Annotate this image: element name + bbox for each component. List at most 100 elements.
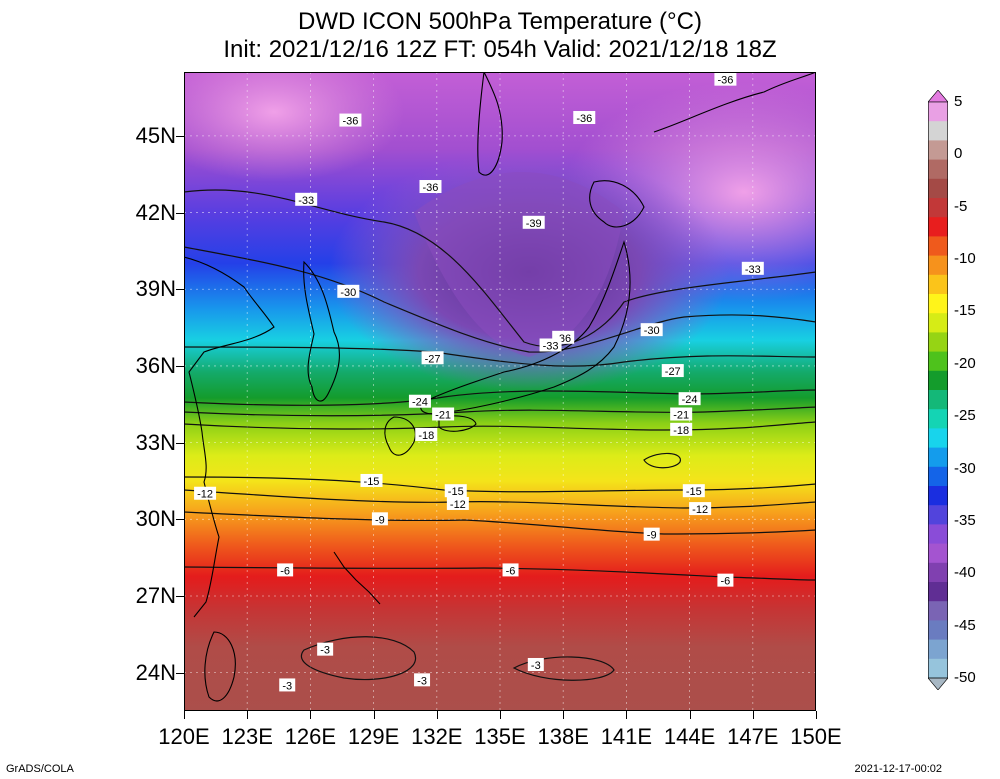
colorbar-swatch — [928, 658, 948, 679]
colorbar-swatch — [928, 562, 948, 583]
colorbar-tick-label: 5 — [954, 93, 963, 110]
contour-label: -27 — [661, 364, 684, 378]
contour-label-text: -24 — [682, 394, 698, 406]
kuril-islands — [653, 72, 816, 133]
contour-label-box — [277, 563, 294, 577]
contour-label-box — [643, 527, 660, 541]
contour-label-text: -36 — [576, 113, 592, 125]
lat-tick — [176, 672, 184, 674]
lon-tick-label: 138E — [537, 724, 589, 749]
colorbar-tick-label: -40 — [954, 564, 976, 582]
footer-credit: GrADS/COLA — [6, 763, 74, 775]
isotherm-minus-6 — [184, 566, 816, 581]
contour-label-box — [279, 678, 296, 692]
contour-label-text: -36 — [423, 182, 439, 194]
contour-label-box — [522, 215, 545, 229]
map-title: DWD ICON 500hPa Temperature (°C) — [298, 8, 702, 35]
contour-label: -12 — [689, 502, 712, 516]
contour-label: -6 — [502, 563, 519, 577]
cold-trough — [414, 172, 624, 357]
contour-label-box — [371, 512, 388, 526]
lat-tick — [176, 365, 184, 367]
hokkaido — [589, 180, 645, 228]
isotherm-minus-3-patch-a — [300, 636, 417, 681]
contour-label-box — [337, 284, 360, 298]
sakhalin — [477, 72, 503, 176]
colorbar-swatch — [928, 620, 948, 641]
contour-label-box — [419, 180, 442, 194]
contour-label-text: -21 — [673, 410, 689, 422]
contour-label: -6 — [277, 563, 294, 577]
colorbar-swatch — [928, 543, 948, 564]
lon-tick — [310, 711, 312, 719]
lat-tick — [176, 135, 184, 137]
contour-label-box — [682, 484, 705, 498]
contour-label-box — [194, 486, 217, 500]
lon-tick — [563, 711, 565, 719]
contour-label: -12 — [446, 496, 469, 511]
contour-label: -9 — [371, 512, 388, 526]
contour-label-box — [317, 642, 334, 656]
contour-label-box — [415, 427, 438, 441]
colorbar-swatch — [928, 140, 948, 161]
contour-label-box — [714, 72, 737, 86]
contour-label: -36 — [339, 113, 362, 128]
contour-label-box — [339, 113, 362, 127]
contour-label-box — [661, 364, 684, 378]
colorbar-tick-label: -10 — [954, 250, 976, 268]
lon-tick — [500, 711, 501, 719]
contour-label: -3 — [279, 678, 296, 692]
lat-tick-label: 33N — [135, 429, 176, 455]
lon-tick-label: 135E — [474, 724, 526, 749]
isotherm-minus-27 — [184, 346, 816, 367]
contour-label-box — [689, 502, 712, 516]
contour-label-text: -33 — [298, 195, 314, 207]
contour-label: -15 — [682, 484, 705, 498]
colorbar-tick-label: -35 — [954, 511, 976, 529]
contour-label-text: -15 — [448, 486, 464, 498]
colorbar-swatch — [928, 505, 948, 525]
isotherm-minus-3-patch-b — [512, 656, 615, 681]
colorbar-swatch — [928, 447, 948, 468]
colorbar — [928, 90, 948, 690]
contour-label-text: -12 — [692, 504, 708, 516]
colorbar-swatch — [928, 198, 948, 218]
contour-label-text: -30 — [644, 325, 660, 337]
isotherm-minus-24 — [184, 389, 816, 406]
contour-label-box — [408, 394, 431, 408]
colorbar-swatch — [928, 582, 948, 602]
colorbar-min-arrow — [928, 677, 948, 690]
contour-label-box — [741, 261, 764, 275]
colorbar-tick-label: -30 — [954, 459, 976, 477]
lon-tick-label: 123E — [221, 724, 273, 749]
colorbar-tick-label: -50 — [954, 669, 976, 686]
map-subtitle: Init: 2021/12/16 12Z FT: 054h Valid: 202… — [223, 36, 777, 63]
contour-label: -18 — [670, 422, 693, 437]
isotherm-minus-21 — [184, 406, 816, 417]
contour-label-box — [414, 673, 431, 687]
lat-tick-label: 36N — [135, 352, 176, 378]
contour-label: -39 — [522, 215, 545, 230]
colorbar-swatch — [928, 255, 948, 276]
contour-label-box — [502, 563, 519, 577]
contour-label: -21 — [670, 407, 693, 422]
colorbar-tick-label: -45 — [954, 616, 976, 634]
contour-label: -21 — [432, 407, 455, 422]
lat-tick-label: 30N — [135, 506, 176, 532]
contour-label-text: -24 — [412, 397, 428, 409]
lon-tick-label: 150E — [790, 724, 842, 749]
contour-label-text: -3 — [282, 680, 292, 692]
lon-tick-label: 141E — [600, 724, 653, 749]
colorbar-swatch — [928, 486, 948, 506]
colorbar-tick-label: 0 — [954, 145, 963, 163]
temperature-map: -36 -36-36-36-33-39-33-30-36-33-30-27-27-… — [184, 72, 816, 711]
contour-label-text: -15 — [686, 486, 702, 498]
lon-tick — [247, 711, 249, 719]
contour-label-text: -18 — [673, 425, 689, 437]
isotherm-minus-15 — [184, 476, 816, 493]
lon-tick — [752, 711, 754, 719]
lon-tick-label: 120E — [158, 724, 210, 749]
lon-tick — [689, 711, 691, 719]
colorbar-max-arrow — [928, 90, 948, 103]
isotherm-minus-30 — [184, 246, 816, 353]
